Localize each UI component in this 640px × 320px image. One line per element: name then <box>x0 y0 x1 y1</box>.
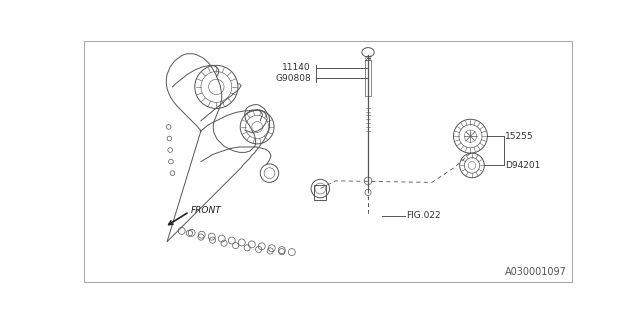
Text: FRONT: FRONT <box>191 206 221 215</box>
Text: 11140: 11140 <box>282 63 311 72</box>
Text: FIG.022: FIG.022 <box>406 211 441 220</box>
Text: 15255: 15255 <box>505 132 534 141</box>
Bar <box>314 185 326 200</box>
Text: G90808: G90808 <box>275 74 311 83</box>
Text: D94201: D94201 <box>505 161 540 170</box>
Text: A030001097: A030001097 <box>505 267 566 277</box>
